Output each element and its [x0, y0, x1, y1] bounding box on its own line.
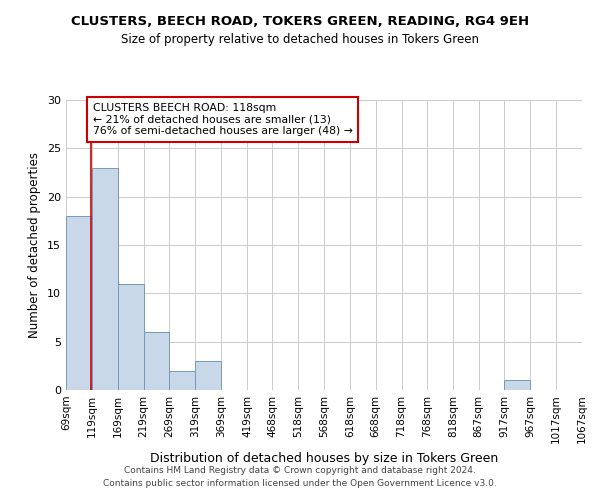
Bar	[195, 361, 221, 390]
Text: CLUSTERS BEECH ROAD: 118sqm
← 21% of detached houses are smaller (13)
76% of sem: CLUSTERS BEECH ROAD: 118sqm ← 21% of det…	[93, 103, 353, 136]
Bar	[118, 284, 143, 390]
Bar	[169, 370, 195, 390]
Bar	[92, 168, 118, 390]
Y-axis label: Number of detached properties: Number of detached properties	[28, 152, 41, 338]
Text: CLUSTERS, BEECH ROAD, TOKERS GREEN, READING, RG4 9EH: CLUSTERS, BEECH ROAD, TOKERS GREEN, READ…	[71, 15, 529, 28]
Bar	[143, 332, 169, 390]
Bar	[505, 380, 530, 390]
Text: Size of property relative to detached houses in Tokers Green: Size of property relative to detached ho…	[121, 32, 479, 46]
Text: Contains HM Land Registry data © Crown copyright and database right 2024.
Contai: Contains HM Land Registry data © Crown c…	[103, 466, 497, 487]
X-axis label: Distribution of detached houses by size in Tokers Green: Distribution of detached houses by size …	[150, 452, 498, 465]
Bar	[66, 216, 92, 390]
